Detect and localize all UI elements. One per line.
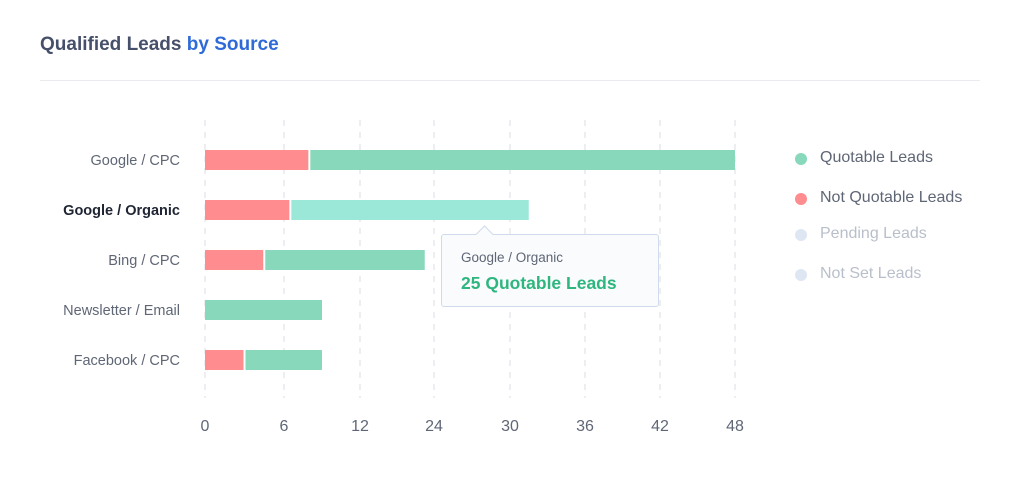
- bar-not-quotable: [205, 150, 309, 170]
- legend-label-not-quotable: Not Quotable Leads: [820, 189, 963, 206]
- x-tick-label: 6: [280, 418, 289, 435]
- category-label: Google / Organic: [63, 203, 180, 219]
- x-tick-label: 36: [576, 418, 594, 435]
- chart-title-main: Qualified Leads: [40, 34, 182, 55]
- chart-tooltip: Google / Organic 25 Quotable Leads: [441, 225, 659, 307]
- category-label: Facebook / CPC: [74, 353, 180, 369]
- bar-quotable: [291, 200, 529, 220]
- legend-label-not-set: Not Set Leads: [820, 265, 922, 282]
- bar-quotable: [205, 300, 322, 320]
- x-tick-label: 42: [651, 418, 669, 435]
- tooltip-value: 25 Quotable Leads: [461, 273, 617, 293]
- chart-title-accent: by Source: [186, 34, 279, 55]
- x-tick-label: 48: [726, 418, 744, 435]
- bar-quotable: [245, 350, 322, 370]
- category-label: Newsletter / Email: [63, 303, 180, 319]
- bar-not-quotable: [205, 250, 264, 270]
- x-tick-label: 0: [201, 418, 210, 435]
- legend-dot-quotable: [795, 153, 807, 165]
- x-tick-label: 12: [351, 418, 369, 435]
- bar-quotable: [310, 150, 735, 170]
- category-label: Google / CPC: [91, 153, 180, 169]
- legend-label-quotable: Quotable Leads: [820, 149, 933, 166]
- category-label: Bing / CPC: [108, 253, 180, 269]
- legend-dot-pending: [795, 229, 807, 241]
- chart-title: Qualified Leads by Source: [40, 34, 279, 56]
- x-tick-label: 24: [425, 418, 443, 435]
- x-tick-label: 30: [501, 418, 519, 435]
- bar-quotable: [265, 250, 425, 270]
- bar-not-quotable: [205, 350, 244, 370]
- tooltip-title: Google / Organic: [461, 250, 564, 265]
- bar-not-quotable: [205, 200, 290, 220]
- legend-dot-not-set: [795, 269, 807, 281]
- legend-label-pending: Pending Leads: [820, 225, 927, 242]
- legend-dot-not-quotable: [795, 193, 807, 205]
- header-divider: [40, 80, 980, 81]
